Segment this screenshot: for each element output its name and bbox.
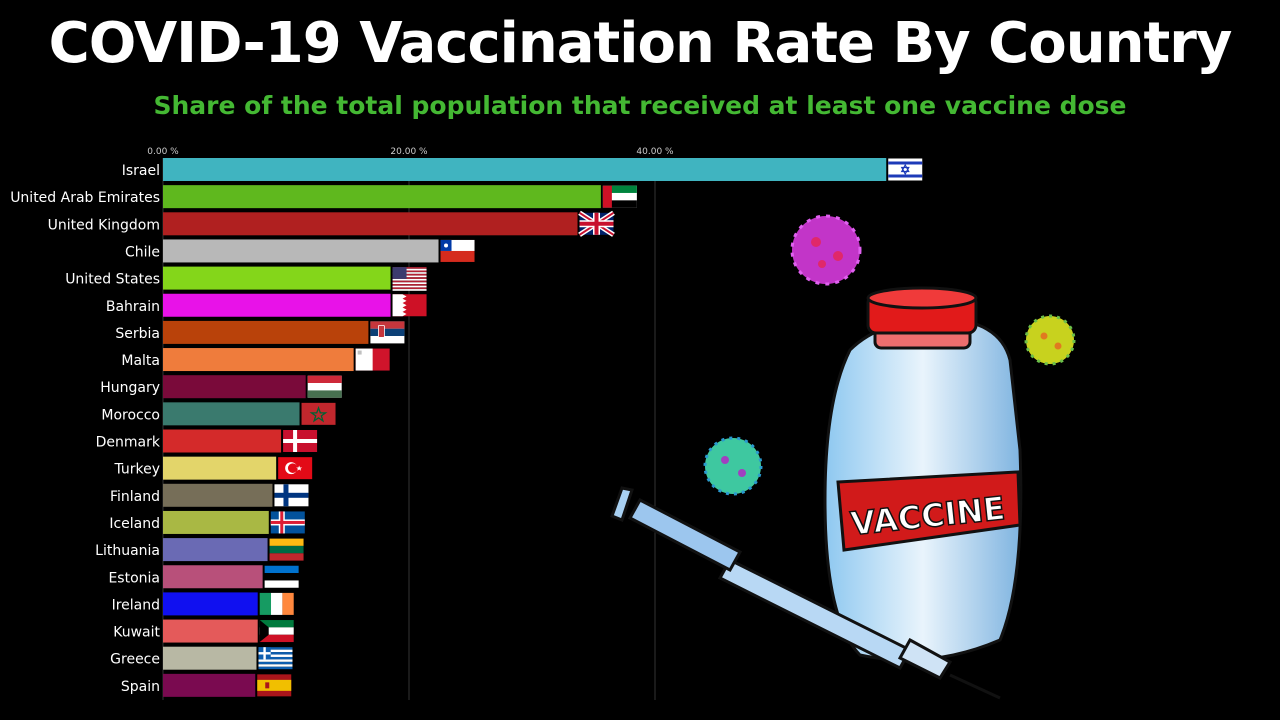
bar-israel	[163, 158, 887, 181]
chart-title: COVID-19 Vaccination Rate By Country	[48, 11, 1233, 76]
bar-denmark	[163, 429, 282, 453]
bar-united-states	[163, 266, 391, 290]
category-label: Ireland	[112, 597, 160, 613]
category-label: Finland	[110, 489, 160, 505]
serbia-flag-icon	[370, 321, 405, 344]
morocco-flag-icon	[301, 402, 336, 425]
category-label: Denmark	[96, 435, 161, 451]
vaccine-bottle: VACCINE	[823, 286, 1023, 662]
category-label: Kuwait	[113, 625, 160, 641]
lithuania-flag-icon	[269, 538, 304, 561]
turkey-flag-icon	[278, 457, 313, 480]
bar-malta	[163, 348, 354, 372]
denmark-flag-icon	[283, 430, 318, 452]
bar-kuwait	[163, 619, 258, 643]
category-label: Turkey	[113, 462, 160, 478]
bar-united-kingdom	[163, 212, 578, 236]
category-label: Spain	[121, 679, 160, 695]
finland-flag-icon	[274, 484, 309, 507]
category-label: United Arab Emirates	[10, 190, 160, 206]
bar-spain	[163, 673, 256, 697]
virus-yellow-icon	[1024, 314, 1076, 366]
x-tick-label: 0.00 %	[147, 147, 179, 157]
bar-serbia	[163, 320, 369, 344]
greece-flag-icon	[258, 647, 293, 670]
bahrain-flag-icon	[392, 294, 427, 317]
virus-pink-icon	[790, 214, 862, 286]
category-label: United States	[65, 272, 160, 288]
category-label: Malta	[121, 353, 160, 369]
category-label: Morocco	[101, 407, 160, 423]
category-label: United Kingdom	[48, 217, 160, 233]
bar-lithuania	[163, 538, 268, 562]
bar-bahrain	[163, 293, 391, 317]
uk-flag-icon	[578, 210, 615, 237]
usa-flag-icon	[392, 267, 427, 291]
bar-greece	[163, 646, 257, 670]
vaccine-illustration: VACCINE	[610, 214, 1076, 700]
bar-ireland	[163, 592, 258, 616]
virus-green-icon	[703, 436, 763, 496]
malta-flag-icon	[355, 348, 390, 371]
category-label: Lithuania	[95, 543, 160, 559]
chile-flag-icon	[440, 239, 475, 262]
category-label: Greece	[110, 652, 160, 668]
iceland-flag-icon	[270, 511, 305, 534]
x-tick-label: 20.00 %	[390, 147, 428, 157]
bar-estonia	[163, 565, 263, 589]
category-label: Serbia	[115, 326, 160, 342]
estonia-flag-icon	[264, 565, 299, 588]
x-tick-label: 40.00 %	[636, 147, 674, 157]
category-label: Iceland	[109, 516, 160, 532]
category-label: Israel	[122, 163, 160, 179]
bar-iceland	[163, 510, 269, 534]
hungary-flag-icon	[307, 375, 342, 398]
ireland-flag-icon	[259, 592, 294, 615]
category-label: Bahrain	[106, 299, 160, 315]
israel-flag-icon	[888, 158, 923, 181]
category-label: Hungary	[100, 380, 160, 396]
bar-morocco	[163, 402, 300, 426]
category-label: Estonia	[108, 570, 160, 586]
bar-finland	[163, 483, 273, 507]
kuwait-flag-icon	[259, 620, 294, 643]
syringe-icon	[610, 486, 1001, 700]
bar-hungary	[163, 375, 306, 399]
uae-flag-icon	[602, 185, 637, 208]
bar-chile	[163, 239, 439, 263]
chart-subtitle: Share of the total population that recei…	[153, 91, 1127, 120]
category-label: Chile	[125, 244, 160, 260]
bar-turkey	[163, 456, 277, 480]
bar-united-arab-emirates	[163, 185, 601, 209]
spain-flag-icon	[257, 674, 292, 697]
